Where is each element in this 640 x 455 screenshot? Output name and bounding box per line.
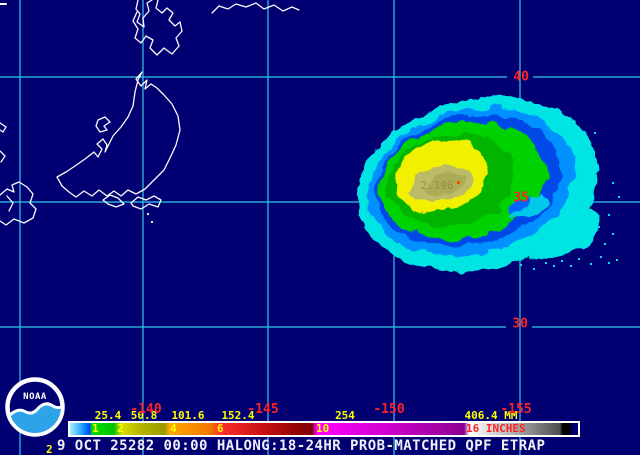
colorbar-tick-mm-406: 406.4 MM <box>464 409 518 422</box>
rain-specks <box>520 132 620 270</box>
noaa-logo-gull-icon <box>9 402 61 419</box>
storm-max-value-label: 2.196 <box>420 179 453 192</box>
storm-max-marker <box>457 181 460 184</box>
latitude-label-30: 30 <box>512 316 528 332</box>
colorbar-tick-mm-254: 254 <box>335 409 355 422</box>
colorbar-tick-inch-4: 4 <box>170 422 177 435</box>
japan-coastline <box>0 0 300 226</box>
stray-label: 2 <box>46 443 53 455</box>
colorbar-tick-inch-16: 16 INCHES <box>466 422 526 435</box>
colorbar-tick-mm-50: 50.8 <box>130 409 158 422</box>
noaa-logo-sea <box>9 403 61 433</box>
colorbar-tick-inch-1: 1 <box>92 422 99 435</box>
colorbar-tick-mm-101: 101.6 <box>171 409 205 422</box>
colorbar-tick-mm-152: 152.4 <box>221 409 255 422</box>
precip-colorbar <box>68 421 580 437</box>
latitude-label-35: 35 <box>513 190 529 206</box>
latitude-label-40: 40 <box>513 69 529 85</box>
longitude-label-150: -150 <box>373 402 405 417</box>
longitude-label-145: -145 <box>247 402 279 417</box>
precipitation-blob <box>357 96 601 272</box>
noaa-logo: NOAA <box>5 377 65 437</box>
colorbar-tick-mm-25: 25.4 <box>94 409 122 422</box>
longitude-label-140: -140 <box>130 402 162 417</box>
colorbar-tick-inch-6: 6 <box>217 422 224 435</box>
colorbar-tick-inch-2: 2 <box>117 422 124 435</box>
noaa-logo-text: NOAA <box>23 392 47 402</box>
colorbar-tick-inch-10: 10 <box>316 422 330 435</box>
product-title-text: 9 OCT 25282 00:00 HALONG:18-24HR PROB-MA… <box>57 438 546 454</box>
longitude-label-155: -155 <box>500 402 532 417</box>
